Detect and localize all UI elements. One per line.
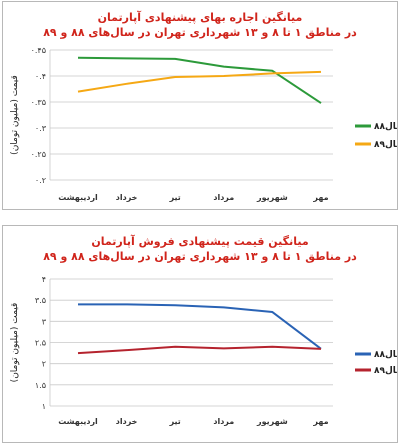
y-tick-label: ۱.۵ [35, 381, 46, 390]
sale-chart-title-line-2: در مناطق ۱ تا ۸ و ۱۳ شهرداری تهران در سا… [43, 250, 357, 263]
legend-label: ۸۹سال [374, 366, 397, 376]
x-category-label: مهر [312, 417, 328, 426]
y-tick-label: ۲.۵ [35, 339, 46, 348]
x-category-label: تیر [169, 417, 181, 426]
y-tick-label: ۴ [42, 275, 46, 284]
x-category-label: اردیبهشت [58, 417, 98, 426]
y-tick-label: ۳ [42, 317, 47, 326]
sale-chart-title-line-1: میانگین قیمت پیشنهادی فروش آپارتمان [91, 235, 309, 248]
y-tick-label: ۲ [42, 360, 46, 369]
x-category-label: مرداد [213, 417, 234, 426]
x-category-label: شهریور [256, 417, 288, 426]
series-line [77, 70, 322, 93]
y-axis-label: قیمت (میلیون تومان) [10, 75, 20, 155]
y-tick-label: ۰.۳ [35, 124, 47, 133]
y-tick-label: ۰.۴ [35, 72, 46, 81]
legend-label: ۸۹سال [374, 140, 397, 150]
y-axis-label: قیمت (میلیون تومان) [10, 303, 20, 383]
legend-label: ۸۸سال [374, 350, 397, 360]
x-category-label: تیر [169, 193, 181, 202]
x-category-label: اردیبهشت [58, 193, 98, 202]
sale-chart-title: میانگین قیمت پیشنهادی فروش آپارتمان در م… [3, 234, 397, 264]
y-tick-label: ۰.۴۵ [31, 46, 46, 55]
series-line [77, 56, 322, 104]
y-tick-label: ۰.۳۵ [31, 98, 46, 107]
y-tick-label: ۰.۲۵ [31, 150, 46, 159]
x-category-label: مرداد [213, 193, 234, 202]
y-tick-label: ۳.۵ [35, 296, 46, 305]
series-line [78, 303, 322, 350]
rent-line-chart: ۰.۲ ۰.۲۵ ۰.۳ ۰.۳۵ ۰.۴ ۰.۴۵ قیمت (میلیون تومان)… [10, 46, 397, 202]
sale-chart-panel: میانگین قیمت پیشنهادی فروش آپارتمان در م… [2, 225, 398, 443]
x-category-label: خرداد [116, 193, 138, 202]
rent-chart-title: میانگین اجاره بهای پیشنهادی آپارتمان در … [3, 10, 397, 40]
x-category-label: مهر [312, 193, 328, 202]
x-category-label: خرداد [116, 417, 138, 426]
y-tick-label: ۰.۲ [35, 176, 46, 185]
series-line [77, 345, 322, 355]
rent-chart-panel: میانگین اجاره بهای پیشنهادی آپارتمان در … [2, 1, 398, 210]
x-category-label: شهریور [256, 193, 288, 202]
rent-chart-title-line-1: میانگین اجاره بهای پیشنهادی آپارتمان [97, 11, 303, 24]
legend-label: ۸۸سال [374, 122, 397, 132]
rent-chart-title-line-2: در مناطق ۱ تا ۸ و ۱۳ شهرداری تهران در سا… [43, 26, 357, 39]
y-tick-label: ۱ [42, 402, 46, 411]
sale-line-chart: ۱ ۱.۵ ۲ ۲.۵ ۳ ۳.۵ ۴ قیمت (میلیون تومان) اردیبهشت… [10, 275, 397, 426]
